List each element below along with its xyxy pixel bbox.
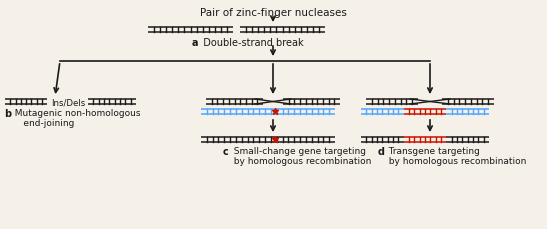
Text: a: a	[192, 38, 199, 48]
Text: Mutagenic non-homologous: Mutagenic non-homologous	[9, 109, 141, 117]
Text: Ins/Dels: Ins/Dels	[51, 98, 85, 108]
Text: Pair of zinc-finger nucleases: Pair of zinc-finger nucleases	[200, 8, 346, 18]
Text: d: d	[378, 146, 385, 156]
Text: by homologous recombination: by homologous recombination	[383, 156, 526, 165]
Text: Small-change gene targeting: Small-change gene targeting	[228, 146, 366, 155]
Text: b: b	[4, 109, 11, 118]
Text: by homologous recombination: by homologous recombination	[228, 156, 371, 165]
Text: Double-strand break: Double-strand break	[197, 38, 304, 48]
Text: c: c	[223, 146, 229, 156]
Text: end-joining: end-joining	[9, 118, 74, 128]
Text: Transgene targeting: Transgene targeting	[383, 146, 480, 155]
